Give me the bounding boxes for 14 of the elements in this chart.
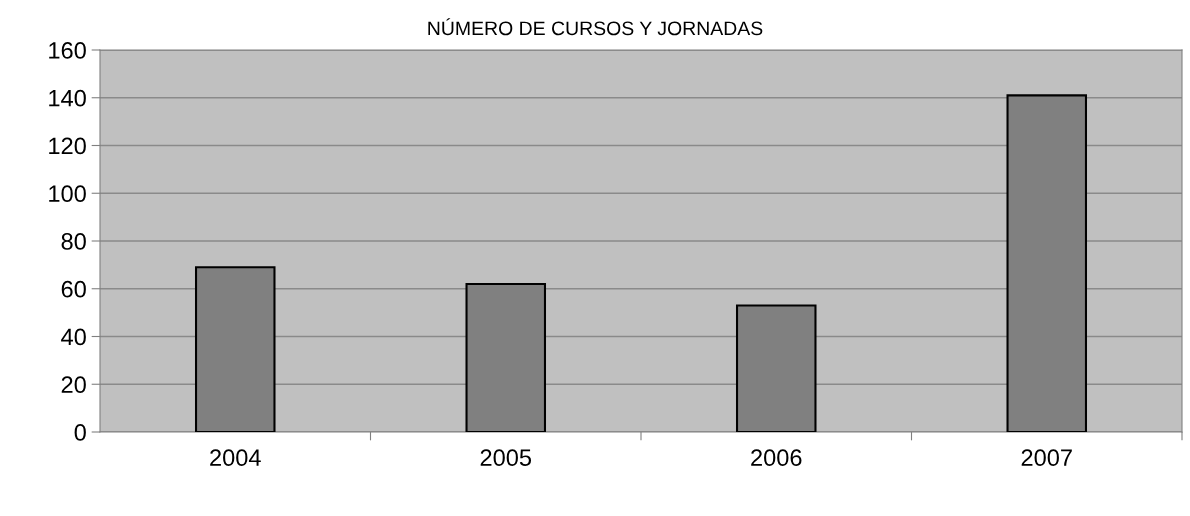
chart-title: NÚMERO DE CURSOS Y JORNADAS (428, 18, 763, 36)
y-tick-label: 100 (49, 185, 86, 203)
y-tick-label: 80 (61, 233, 86, 250)
y-tick-label: 20 (61, 376, 86, 394)
x-tick-label: 2006 (751, 449, 802, 467)
y-tick-label: 0 (74, 424, 86, 441)
x-tick-label: 2005 (480, 449, 532, 467)
y-tick-label: 60 (61, 280, 86, 298)
y-tick-label: 160 (49, 42, 86, 59)
y-tick-label: 120 (49, 137, 86, 155)
x-tick-label: 2004 (210, 449, 261, 467)
y-tick-label: 40 (61, 328, 86, 346)
x-tick-label: 2007 (1021, 449, 1072, 467)
y-tick-label: 140 (49, 89, 86, 107)
